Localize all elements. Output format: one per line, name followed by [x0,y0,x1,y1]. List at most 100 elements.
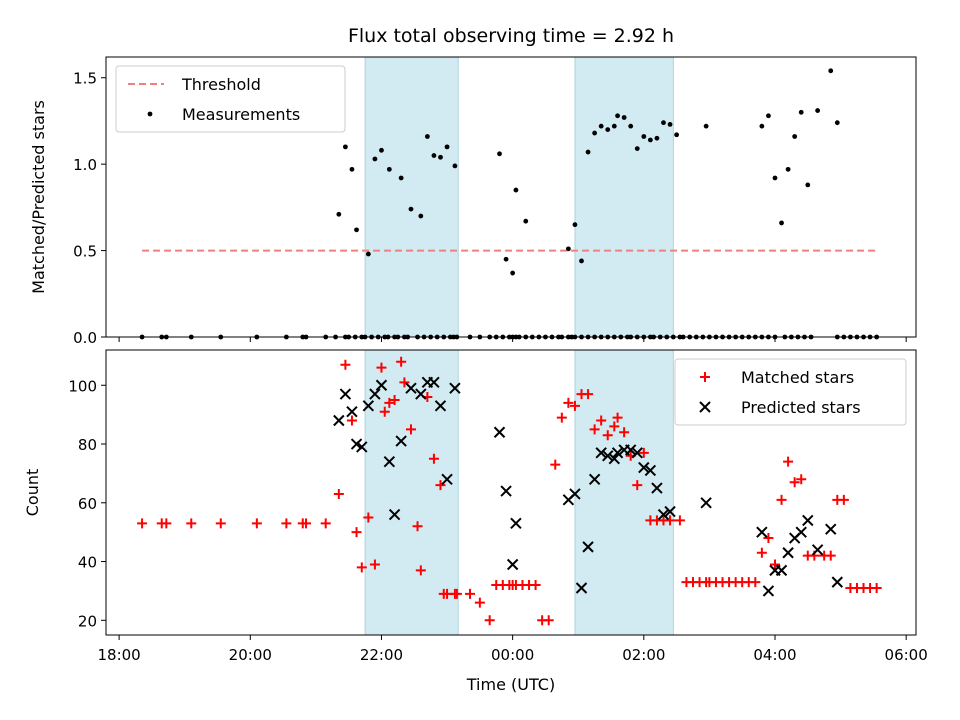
matched-star-point [632,480,643,491]
matched-star-point [340,359,351,370]
matched-star-point [484,615,495,626]
x-tick-label: 04:00 [753,646,796,664]
matched-star-point [750,577,761,588]
predicted-star-point [441,473,453,485]
predicted-star-point [782,547,794,559]
measurement-point [386,166,392,172]
matched-star-point [763,533,774,544]
predicted-star-point [831,576,844,588]
predicted-star-point [582,541,594,553]
predicted-star-point [369,388,381,400]
measurement-point [621,115,627,120]
measurement-point [667,122,673,127]
predicted-star-point [644,464,657,477]
measurement-point [513,187,519,193]
axes-frame [105,56,917,338]
matched-star-point [363,512,374,523]
predicted-star-point [608,453,621,465]
matched-star-point [412,521,423,532]
legend-label: Matched stars [741,368,854,387]
matched-star-point [602,430,613,441]
predicted-star-point [405,382,417,394]
matched-star-point [563,397,574,408]
y-axis-label: Count [23,469,42,517]
predicted-star-point [493,426,506,438]
measurement-point [634,146,640,152]
predicted-star-point [664,505,676,518]
measurement-point [349,166,355,172]
matched-star-point [451,588,462,599]
legend-label: Measurements [182,105,300,124]
y-tick-label: 60 [78,495,97,513]
measurement-point [372,156,378,162]
measurement-point [342,144,348,150]
matched-star-point [465,588,476,599]
predicted-star-point [638,461,650,474]
matched-star-point [428,453,439,464]
predicted-star-point [346,405,358,418]
predicted-star-point [602,450,614,462]
matched-star-point [838,494,849,505]
measurement-point [452,163,458,169]
measurement-point [766,113,771,119]
measurement-point [605,127,611,132]
matched-star-point [609,421,620,432]
measurement-point [365,251,371,257]
matched-star-point [589,424,600,435]
measurement-point [336,211,342,217]
matched-star-point [756,547,767,558]
matched-star-point [619,427,630,438]
x-tick-label: 06:00 [885,646,928,664]
x-tick-label: 18:00 [98,646,141,664]
predicted-star-point [415,388,427,400]
measurement-point [628,123,634,129]
measurement-point [438,154,443,160]
matched-star-point [346,415,357,426]
observing-window-shade [364,349,459,636]
measurement-point [424,134,430,139]
measurement-point [510,270,516,276]
predicted-star-point [756,526,768,538]
matched-star-point [783,456,794,467]
matched-star-point [435,480,446,491]
x-tick-label: 02:00 [622,646,665,664]
x-tick-label: 00:00 [491,646,534,664]
y-axis-label: Matched/Predicted stars [29,100,48,294]
observing-window-shade [574,349,674,636]
predicted-star-point [395,435,407,447]
legend: Matched stars Predicted stars [674,358,907,426]
predicted-star-point [795,526,807,538]
measurement-point [565,246,571,252]
measurement-point [503,256,509,262]
matched-star-point [776,494,787,505]
observing-window-shade [364,56,459,338]
measurement-point [759,123,765,129]
matched-star-point [569,400,580,411]
matched-star-point [789,477,800,488]
measurement-point [579,258,584,264]
matched-star-point [596,415,607,426]
measurement-point [647,137,653,143]
matched-star-point [396,356,407,367]
measurement-point [431,153,437,158]
legend-label: Threshold [181,75,261,94]
measurement-point [798,109,804,115]
y-tick-label: 0.5 [73,243,97,261]
x-axis-label: Time (UTC) [466,675,555,694]
predicted-star-point [383,455,396,468]
y-tick-label: 0.0 [73,329,97,347]
y-tick-label: 1.0 [73,156,97,174]
matched-star-point [825,550,836,561]
predicted-star-point [506,558,519,571]
matched-star-point [137,518,148,529]
matched-star-point [674,515,685,526]
matched-star-point [638,447,649,458]
matched-star-point [405,424,416,435]
predicted-star-point [510,517,522,530]
matched-star-point [384,397,395,408]
predicted-star-point [588,473,601,485]
predicted-star-point [575,582,588,594]
predicted-star-point [825,523,837,535]
y-tick-label: 100 [68,377,97,395]
